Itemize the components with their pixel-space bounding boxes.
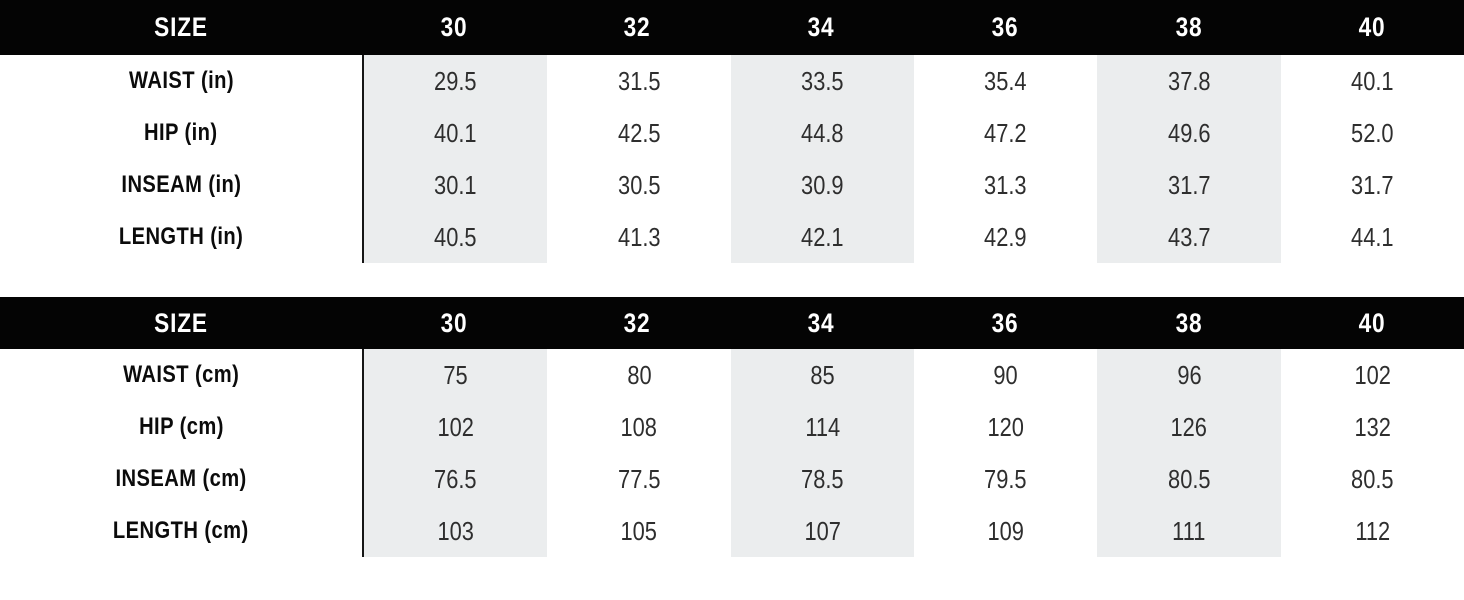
- value-cell: 85: [730, 349, 914, 401]
- size-header-32: 32: [624, 12, 651, 42]
- size-column-header: SIZE: [154, 12, 208, 42]
- value-cell: 40.1: [1351, 65, 1394, 96]
- size-header-40: 40: [1358, 307, 1386, 338]
- size-table-centimeters: SIZE 30 32 34 36 38 40 WAIST (cm) 75 80 …: [0, 297, 1464, 557]
- value-cell: 102: [1354, 359, 1391, 390]
- value-cell: 90: [993, 359, 1018, 390]
- value-cell: 30.9: [730, 159, 914, 211]
- size-header-36: 36: [991, 307, 1019, 338]
- value-cell: 132: [1354, 411, 1391, 442]
- value-cell: 111: [1097, 505, 1281, 557]
- table-row-waist-cm: WAIST (cm) 75 80 85 90 96 102: [0, 349, 1464, 401]
- value-cell: 49.6: [1097, 107, 1281, 159]
- value-cell: 114: [730, 401, 914, 453]
- size-header-38: 38: [1175, 307, 1202, 338]
- value-cell: 120: [987, 411, 1024, 442]
- value-cell: 40.1: [362, 107, 548, 159]
- value-cell: 29.5: [362, 55, 548, 107]
- row-label: LENGTH (in): [118, 223, 244, 250]
- value-cell: 44.8: [730, 107, 914, 159]
- row-label: WAIST (in): [128, 67, 234, 94]
- value-cell: 40.5: [362, 211, 548, 263]
- value-cell: 42.1: [730, 211, 914, 263]
- size-header-36: 36: [991, 12, 1019, 42]
- value-cell: 112: [1354, 515, 1390, 546]
- size-header-40: 40: [1358, 12, 1386, 42]
- table-row-length-in: LENGTH (in) 40.5 41.3 42.1 42.9 43.7 44.…: [0, 211, 1464, 263]
- value-cell: 75: [362, 349, 548, 401]
- table-row-inseam-cm: INSEAM (cm) 76.5 77.5 78.5 79.5 80.5 80.…: [0, 453, 1464, 505]
- row-label: HIP (cm): [138, 413, 224, 440]
- value-cell: 33.5: [730, 55, 914, 107]
- value-cell: 52.0: [1351, 117, 1394, 148]
- value-cell: 107: [730, 505, 914, 557]
- size-header-30: 30: [440, 307, 468, 338]
- row-label: INSEAM (cm): [115, 465, 247, 492]
- value-cell: 43.7: [1097, 211, 1281, 263]
- value-cell: 31.3: [984, 169, 1027, 200]
- table-row-hip-in: HIP (in) 40.1 42.5 44.8 47.2 49.6 52.0: [0, 107, 1464, 159]
- value-cell: 44.1: [1351, 221, 1394, 252]
- size-header-32: 32: [624, 307, 651, 338]
- value-cell: 47.2: [984, 117, 1027, 148]
- value-cell: 78.5: [730, 453, 914, 505]
- table-gap: [0, 263, 1464, 297]
- size-header-34: 34: [807, 12, 835, 42]
- size-header-38: 38: [1175, 12, 1202, 42]
- value-cell: 31.7: [1097, 159, 1281, 211]
- row-label: HIP (in): [144, 119, 218, 146]
- value-cell: 79.5: [984, 463, 1027, 494]
- value-cell: 102: [362, 401, 548, 453]
- size-header-30: 30: [440, 12, 468, 42]
- value-cell: 37.8: [1097, 55, 1281, 107]
- row-label: INSEAM (in): [121, 171, 241, 198]
- value-cell: 31.7: [1351, 169, 1394, 200]
- value-cell: 30.1: [362, 159, 548, 211]
- value-cell: 30.5: [617, 169, 661, 200]
- table-row-hip-cm: HIP (cm) 102 108 114 120 126 132: [0, 401, 1464, 453]
- table-row-inseam-in: INSEAM (in) 30.1 30.5 30.9 31.3 31.7 31.…: [0, 159, 1464, 211]
- value-cell: 31.5: [617, 65, 661, 96]
- table-header-row: SIZE 30 32 34 36 38 40: [0, 297, 1464, 349]
- value-cell: 80: [626, 359, 652, 390]
- value-cell: 108: [620, 411, 658, 442]
- size-table-inches: SIZE 30 32 34 36 38 40 WAIST (in) 29.5 3…: [0, 0, 1464, 263]
- row-label: WAIST (cm): [122, 361, 240, 388]
- value-cell: 42.5: [617, 117, 661, 148]
- value-cell: 77.5: [617, 463, 661, 494]
- value-cell: 126: [1097, 401, 1281, 453]
- value-cell: 105: [620, 515, 658, 546]
- table-body: WAIST (in) 29.5 31.5 33.5 35.4 37.8 40.1…: [0, 55, 1464, 263]
- table-body: WAIST (cm) 75 80 85 90 96 102 HIP (cm) 1…: [0, 349, 1464, 557]
- value-cell: 41.3: [617, 221, 661, 252]
- value-cell: 80.5: [1097, 453, 1281, 505]
- size-header-34: 34: [807, 307, 835, 338]
- value-cell: 80.5: [1351, 463, 1394, 494]
- value-cell: 96: [1097, 349, 1281, 401]
- table-row-waist-in: WAIST (in) 29.5 31.5 33.5 35.4 37.8 40.1: [0, 55, 1464, 107]
- value-cell: 42.9: [984, 221, 1027, 252]
- table-header-row: SIZE 30 32 34 36 38 40: [0, 0, 1464, 55]
- table-row-length-cm: LENGTH (cm) 103 105 107 109 111 112: [0, 505, 1464, 557]
- value-cell: 35.4: [984, 65, 1027, 96]
- value-cell: 109: [987, 515, 1024, 546]
- row-label: LENGTH (cm): [113, 517, 249, 544]
- value-cell: 103: [362, 505, 548, 557]
- size-column-header: SIZE: [154, 307, 208, 338]
- value-cell: 76.5: [362, 453, 548, 505]
